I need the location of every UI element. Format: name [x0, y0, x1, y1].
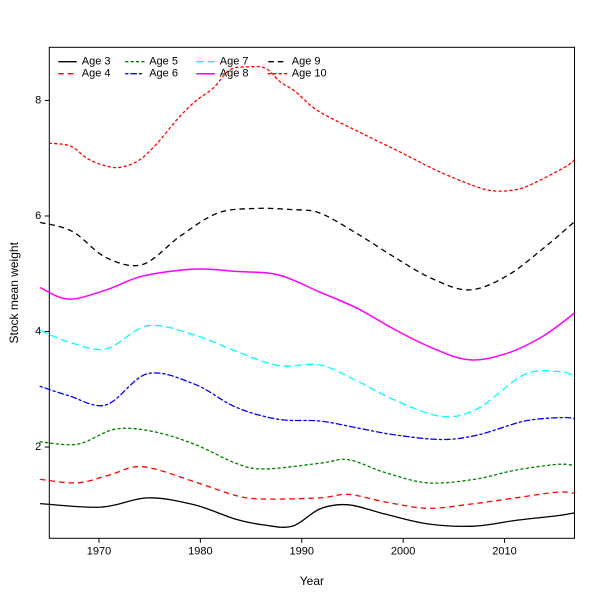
svg-text:2: 2 — [35, 441, 41, 453]
svg-text:4: 4 — [35, 326, 41, 338]
svg-text:8: 8 — [35, 94, 41, 106]
svg-text:2010: 2010 — [492, 545, 516, 557]
svg-text:Age 9: Age 9 — [292, 56, 321, 68]
svg-text:6: 6 — [35, 210, 41, 222]
svg-text:Age 10: Age 10 — [292, 68, 327, 80]
svg-text:Age 3: Age 3 — [82, 56, 111, 68]
svg-text:Age 4: Age 4 — [82, 68, 111, 80]
svg-text:Age 5: Age 5 — [149, 56, 178, 68]
svg-text:2000: 2000 — [391, 545, 415, 557]
svg-text:1990: 1990 — [290, 545, 314, 557]
svg-text:Stock mean weight: Stock mean weight — [7, 241, 21, 343]
svg-text:Age 8: Age 8 — [220, 68, 249, 80]
svg-text:1970: 1970 — [87, 545, 111, 557]
svg-text:1980: 1980 — [188, 545, 212, 557]
svg-text:Year: Year — [300, 574, 324, 588]
svg-text:Age 7: Age 7 — [220, 56, 249, 68]
svg-text:Age 6: Age 6 — [149, 68, 178, 80]
